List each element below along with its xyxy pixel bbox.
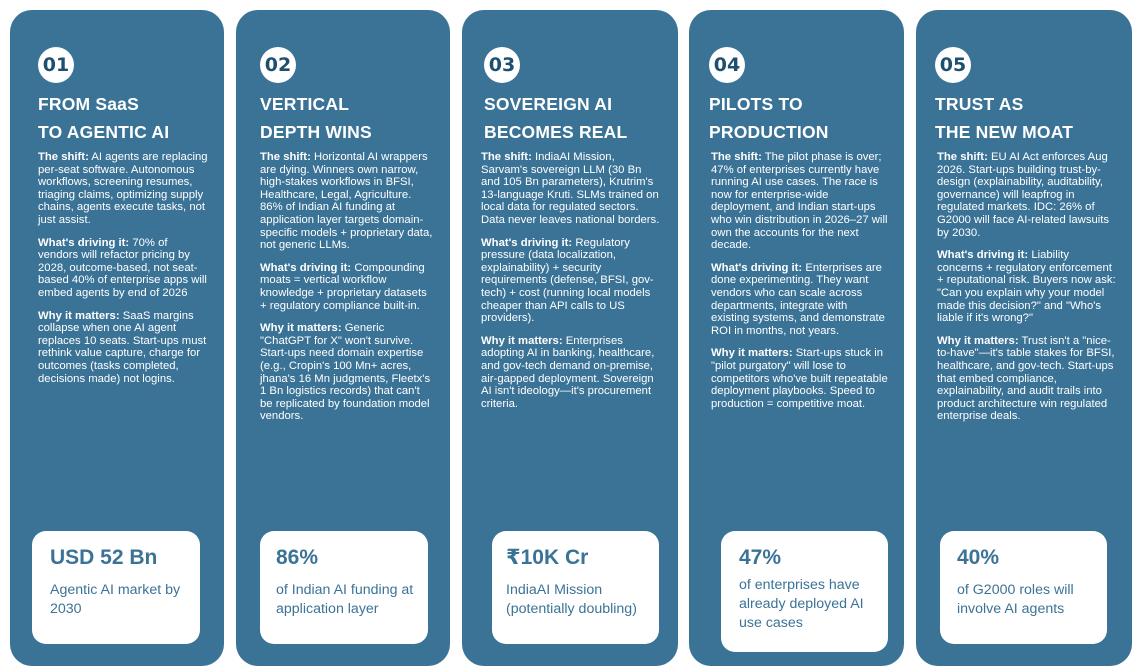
shift-paragraph: The shift: Horizontal AI wrappers are dy…: [260, 151, 434, 252]
driver-label: What's driving it:: [481, 236, 573, 249]
card-body: The shift: EU AI Act enforces Aug 2026. …: [937, 151, 1116, 433]
impact-paragraph: Why it matters: Start-ups stuck in "pilo…: [711, 347, 888, 410]
card-title-line-2: DEPTH WINS: [260, 122, 372, 142]
card-body: The shift: Horizontal AI wrappers are dy…: [260, 151, 434, 433]
card-1: 01 FROM SaaS TO AGENTIC AI The shift: AI…: [10, 10, 224, 666]
impact-label: Why it matters:: [481, 334, 563, 347]
shift-text: EU AI Act enforces Aug 2026. Start-ups b…: [937, 151, 1110, 239]
driver-paragraph: What's driving it: Enterprises are done …: [711, 262, 888, 338]
impact-text: Enterprises adopting AI in banking, heal…: [481, 334, 655, 410]
impact-paragraph: Why it matters: Enterprises adopting AI …: [481, 335, 662, 411]
stat-description: of enterprises have already deployed AI …: [739, 577, 864, 631]
shift-label: The shift:: [260, 151, 311, 163]
card-title: SOVEREIGN AI BECOMES REAL: [484, 90, 660, 146]
shift-label: The shift:: [38, 151, 89, 163]
stat-value: 86%: [276, 546, 319, 569]
driver-paragraph: What's driving it: Liability concerns + …: [937, 249, 1116, 325]
shift-paragraph: The shift: The pilot phase is over; 47% …: [711, 151, 888, 252]
impact-paragraph: Why it matters: Trust isn't a "nice-to-h…: [937, 335, 1116, 423]
card-title-line-1: VERTICAL: [260, 94, 350, 114]
impact-text: SaaS margins collapse when one AI agent …: [38, 309, 207, 385]
stat-box: USD 52 Bn Agentic AI market by 2030: [32, 531, 200, 644]
card-number: 04: [709, 47, 745, 83]
shift-text: IndiaAI Mission, Sarvam's sovereign LLM …: [481, 151, 660, 226]
driver-label: What's driving it:: [260, 261, 352, 274]
card-2: 02 VERTICAL DEPTH WINS The shift: Horizo…: [236, 10, 450, 666]
card-5: 05 TRUST AS THE NEW MOAT The shift: EU A…: [916, 10, 1132, 666]
driver-paragraph: What's driving it: Compounding moats = v…: [260, 262, 434, 312]
card-number: 05: [935, 47, 971, 83]
card-3: 03 SOVEREIGN AI BECOMES REAL The shift: …: [462, 10, 678, 666]
impact-text: Trust isn't a "nice-to-have"—it's table …: [937, 334, 1115, 423]
driver-text: 70% of vendors will refactor pricing by …: [38, 236, 207, 299]
card-title-line-1: SOVEREIGN AI: [484, 94, 613, 114]
card-title-line-2: TO AGENTIC AI: [38, 122, 170, 142]
card-title-line-1: TRUST AS: [935, 94, 1024, 114]
stat-description: of Indian AI funding at application laye…: [276, 582, 414, 617]
stat-value: 40%: [957, 546, 1000, 569]
impact-text: Start-ups stuck in "pilot purgatory" wil…: [711, 347, 888, 410]
shift-label: The shift:: [937, 151, 988, 163]
stat-box: 40% of G2000 roles will involve AI agent…: [940, 531, 1107, 644]
card-title: VERTICAL DEPTH WINS: [260, 90, 432, 146]
driver-label: What's driving it:: [711, 261, 803, 274]
card-number: 01: [38, 47, 74, 83]
card-title-line-2: BECOMES REAL: [484, 122, 628, 142]
driver-label: What's driving it:: [38, 236, 130, 249]
impact-paragraph: Why it matters: SaaS margins collapse wh…: [38, 310, 208, 386]
card-title-line-2: THE NEW MOAT: [935, 122, 1074, 142]
driver-text: Compounding moats = vertical workflow kn…: [260, 261, 427, 312]
stat-value: 47%: [739, 546, 782, 569]
driver-label: What's driving it:: [937, 249, 1029, 262]
impact-paragraph: Why it matters: Generic "ChatGPT for X" …: [260, 322, 434, 423]
driver-text: Enterprises are done experimenting. They…: [711, 261, 885, 337]
card-title: TRUST AS THE NEW MOAT: [935, 90, 1114, 146]
stat-box: ₹10K Cr IndiaAI Mission (potentially dou…: [492, 531, 659, 644]
card-body: The shift: The pilot phase is over; 47% …: [711, 151, 888, 420]
stat-description: Agentic AI market by 2030: [50, 582, 181, 617]
stat-description: of G2000 roles will involve AI agents: [957, 582, 1074, 617]
impact-label: Why it matters:: [711, 347, 793, 360]
shift-label: The shift:: [481, 151, 532, 163]
driver-paragraph: What's driving it: 70% of vendors will r…: [38, 237, 208, 300]
card-title: PILOTS TO PRODUCTION: [709, 90, 886, 146]
card-number: 02: [260, 47, 296, 83]
impact-label: Why it matters:: [260, 322, 342, 335]
impact-label: Why it matters:: [937, 334, 1019, 347]
card-title: FROM SaaS TO AGENTIC AI: [38, 90, 206, 146]
card-title-line-1: FROM SaaS: [38, 94, 139, 114]
card-title-line-2: PRODUCTION: [709, 122, 829, 142]
shift-label: The shift:: [711, 151, 762, 163]
shift-text: AI agents are replacing per-seat softwar…: [38, 151, 208, 226]
shift-text: Horizontal AI wrappers are dying. Winner…: [260, 151, 433, 252]
stat-value: ₹10K Cr: [506, 546, 589, 569]
driver-text: Liability concerns + regulatory enforcem…: [937, 249, 1116, 325]
shift-paragraph: The shift: AI agents are replacing per-s…: [38, 151, 208, 227]
stat-box: 47% of enterprises have already deployed…: [721, 531, 888, 652]
card-body: The shift: IndiaAI Mission, Sarvam's sov…: [481, 151, 662, 420]
stat-value: USD 52 Bn: [50, 546, 158, 569]
stat-box: 86% of Indian AI funding at application …: [260, 531, 428, 644]
card-title-line-1: PILOTS TO: [709, 94, 803, 114]
impact-label: Why it matters:: [38, 309, 120, 322]
driver-paragraph: What's driving it: Regulatory pressure (…: [481, 237, 662, 325]
shift-text: The pilot phase is over; 47% of enterpri…: [711, 151, 888, 252]
card-4: 04 PILOTS TO PRODUCTION The shift: The p…: [689, 10, 904, 666]
driver-text: Regulatory pressure (data localization, …: [481, 236, 654, 325]
card-body: The shift: AI agents are replacing per-s…: [38, 151, 208, 395]
impact-text: Generic "ChatGPT for X" won't survive. S…: [260, 322, 431, 423]
card-number: 03: [484, 47, 520, 83]
shift-paragraph: The shift: IndiaAI Mission, Sarvam's sov…: [481, 151, 662, 227]
shift-paragraph: The shift: EU AI Act enforces Aug 2026. …: [937, 151, 1116, 239]
stat-description: IndiaAI Mission (potentially doubling): [506, 582, 637, 617]
